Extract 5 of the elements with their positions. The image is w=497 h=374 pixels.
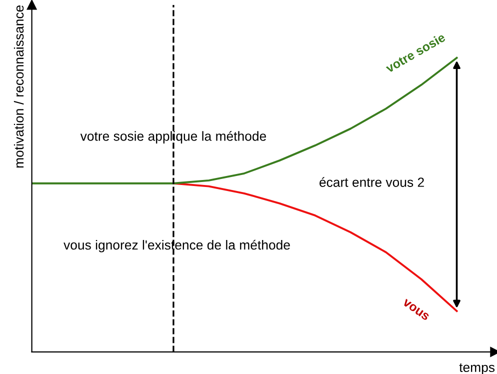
annotation: vous ignorez l'existence de la méthode	[64, 240, 290, 252]
annotation: écart entre vous 2	[320, 177, 424, 187]
annotation: votre sosie applique la méthode	[80, 130, 266, 144]
y-axis-title: motivation / reconnaissance	[14, 5, 24, 168]
text: votre sosie	[384, 32, 446, 74]
